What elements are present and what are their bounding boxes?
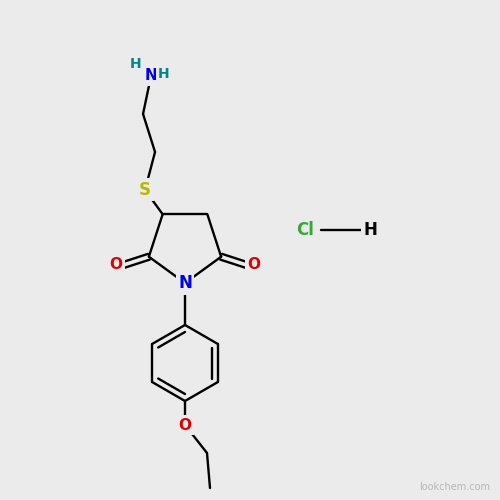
Text: lookchem.com: lookchem.com	[419, 482, 490, 492]
Text: O: O	[110, 257, 122, 272]
Text: H: H	[363, 221, 377, 239]
Text: O: O	[178, 418, 192, 432]
Text: N: N	[178, 274, 192, 292]
Text: S: S	[139, 181, 151, 199]
Text: O: O	[248, 257, 260, 272]
Text: H: H	[130, 57, 142, 71]
Text: Cl: Cl	[296, 221, 314, 239]
Text: H: H	[158, 67, 170, 81]
Text: N: N	[144, 68, 158, 84]
